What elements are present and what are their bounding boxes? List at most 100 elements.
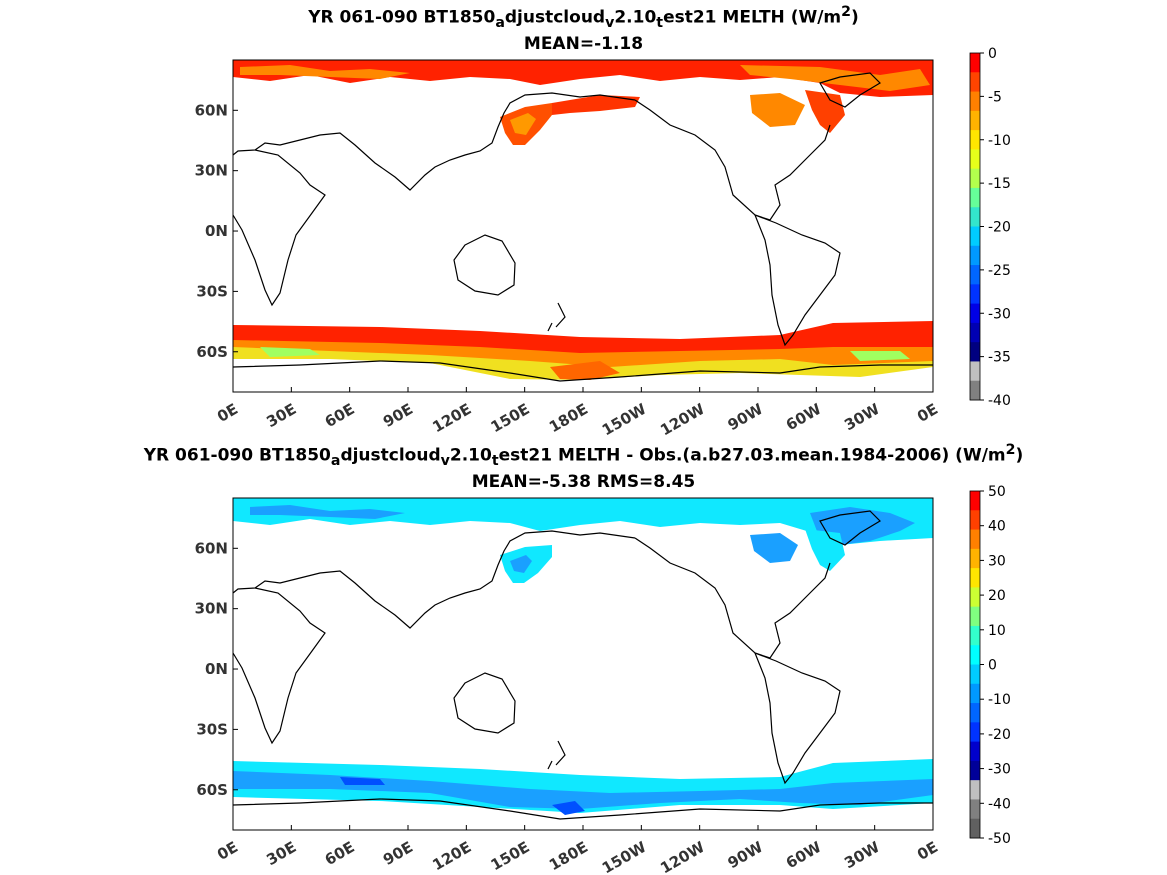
bottom-title-sub: a — [330, 453, 341, 470]
lon-tick-label: 150W — [599, 400, 650, 440]
bottom-lat-axis: 60N 30N 0N 30S 60S — [195, 539, 238, 799]
lon-tick-label: 0E — [914, 400, 941, 426]
top-title-sub: t — [656, 15, 664, 32]
colorbar-swatch — [970, 529, 980, 550]
colorbar-swatch — [970, 207, 980, 227]
bottom-title-sub: t — [491, 453, 499, 470]
lon-tick-label: 150E — [488, 400, 533, 436]
bottom-colorbar: 50 40 30 20 10 0 -10 -20 -30 -40 -50 — [969, 484, 1011, 847]
colorbar-swatch — [970, 818, 980, 839]
top-bering-field — [552, 95, 640, 115]
colorbar-swatch — [970, 548, 980, 569]
lat-tick-label: 30N — [195, 600, 228, 618]
bottom-eurasia-africa-coast — [232, 530, 636, 745]
colorbar-tick-label: -5 — [988, 89, 1002, 105]
bottom-southern-blue-band — [233, 771, 933, 809]
top-labrador-field — [805, 90, 845, 133]
top-eurasia-africa-coast — [232, 92, 636, 307]
lon-tick-label: 60E — [322, 838, 358, 869]
bottom-ross-sea-field — [552, 801, 585, 815]
bottom-coastlines — [232, 510, 933, 820]
lon-tick-label: 30W — [841, 400, 883, 435]
bottom-antarctica-coast — [232, 798, 933, 820]
colorbar-swatch — [970, 491, 980, 511]
colorbar-swatch — [970, 226, 980, 247]
lat-tick-label: 0N — [205, 222, 228, 240]
colorbar-tick-label: -10 — [988, 133, 1011, 149]
bottom-title-part: djustcloud — [340, 445, 441, 466]
top-title-sub: a — [495, 15, 505, 32]
colorbar-swatch — [970, 587, 980, 608]
colorbar-tick-label: -10 — [988, 692, 1011, 708]
colorbar-tick-label: -30 — [988, 762, 1011, 778]
top-new-zealand-coast — [547, 302, 566, 332]
lon-tick-label: 180E — [546, 400, 591, 436]
bottom-map-title: YR 061-090 BT1850adjustcloudv2.10test21 … — [0, 440, 1167, 471]
lon-tick-label: 120E — [429, 400, 474, 436]
bottom-okhotsk-blue-field — [510, 555, 532, 573]
bottom-lon-axis: 0E 30E 60E 90E 120E 150E 180E 150W 120W 90W 60W 30W… — [214, 825, 941, 875]
top-map-title: YR 061-090 BT1850adjustcloudv2.10test21 … — [0, 2, 1167, 33]
colorbar-swatch — [970, 53, 980, 73]
colorbar-swatch — [970, 760, 980, 781]
bottom-title-part: est21 MELTH - Obs.(a.b27.03.mean.1984-20… — [498, 445, 1006, 466]
colorbar-tick-label: 50 — [988, 484, 1006, 500]
colorbar-swatch — [970, 265, 980, 285]
lat-tick-label: 30S — [196, 282, 228, 300]
bottom-greenland-coast — [819, 510, 881, 546]
colorbar-tick-label: -40 — [988, 393, 1011, 409]
lon-tick-label: 0E — [214, 400, 241, 426]
lat-tick-label: 30N — [195, 162, 228, 180]
colorbar-tick-label: -20 — [988, 727, 1011, 743]
top-south-america-coast — [753, 213, 841, 347]
bottom-map-svg: 60N 30N 0N 30S 60S 0E 30E 60E 90E 120E 150E 180E 15… — [195, 484, 1011, 875]
colorbar-swatch — [970, 625, 980, 646]
top-okhotsk-orange-field — [510, 113, 536, 135]
lon-tick-label: 120E — [429, 838, 474, 874]
lat-tick-label: 60N — [195, 101, 228, 119]
colorbar-tick-label: 40 — [988, 519, 1006, 535]
bottom-new-zealand-coast — [547, 740, 566, 770]
lat-tick-label: 0N — [205, 660, 228, 678]
colorbar-swatch — [970, 361, 980, 382]
colorbar-tick-label: 30 — [988, 553, 1006, 569]
colorbar-tick-label: 20 — [988, 588, 1006, 604]
top-title-sup: 2 — [841, 4, 852, 20]
lat-tick-label: 30S — [196, 720, 228, 738]
top-map-panel: 60N 30N 0N 30S 60S 0E 30E 60E 90E 120E 150E 180E 15… — [180, 46, 1080, 439]
top-title-part: ) — [851, 7, 859, 28]
colorbar-swatch — [970, 645, 980, 665]
colorbar-swatch — [970, 722, 980, 743]
colorbar-tick-label: -20 — [988, 220, 1011, 236]
colorbar-swatch — [970, 130, 980, 150]
top-colorbar: 0 -5 -10 -15 -20 -25 -30 -35 -40 — [969, 46, 1011, 409]
colorbar-swatch — [970, 741, 980, 762]
top-southern-green-patch — [850, 351, 910, 361]
colorbar-swatch — [970, 91, 980, 112]
bottom-title-part: YR 061-090 BT1850 — [143, 445, 331, 466]
lon-tick-label: 30W — [841, 838, 883, 873]
colorbar-swatch — [970, 342, 980, 362]
bottom-australia-coast — [453, 672, 516, 734]
top-map-svg: 60N 30N 0N 30S 60S 0E 30E 60E 90E 120E 150E 180E 15… — [195, 46, 1011, 439]
top-title-part: 2.10 — [614, 7, 657, 28]
colorbar-tick-label: -30 — [988, 306, 1011, 322]
lat-tick-label: 60N — [195, 539, 228, 557]
colorbar-tick-label: -50 — [988, 831, 1011, 847]
lat-tick-label: 60S — [196, 343, 228, 361]
bottom-southern-dark-patch — [340, 777, 385, 785]
colorbar-swatch — [970, 245, 980, 266]
top-southern-green-patch — [260, 347, 320, 357]
bottom-title-part: ) — [1015, 445, 1024, 466]
bottom-map-fields — [233, 498, 933, 815]
colorbar-swatch — [970, 606, 980, 627]
colorbar-swatch — [970, 72, 980, 93]
lon-tick-label: 90E — [380, 400, 416, 431]
bottom-labrador-field — [805, 529, 845, 571]
top-arctic-orange-field — [240, 65, 410, 79]
top-lat-axis: 60N 30N 0N 30S 60S — [195, 101, 238, 361]
colorbar-swatch — [970, 799, 980, 820]
top-southern-yellow-band — [233, 347, 933, 380]
top-map-fields — [233, 60, 933, 380]
top-lon-axis: 0E 30E 60E 90E 120E 150E 180E 150W 120W 90W 60W 30W… — [214, 387, 941, 439]
